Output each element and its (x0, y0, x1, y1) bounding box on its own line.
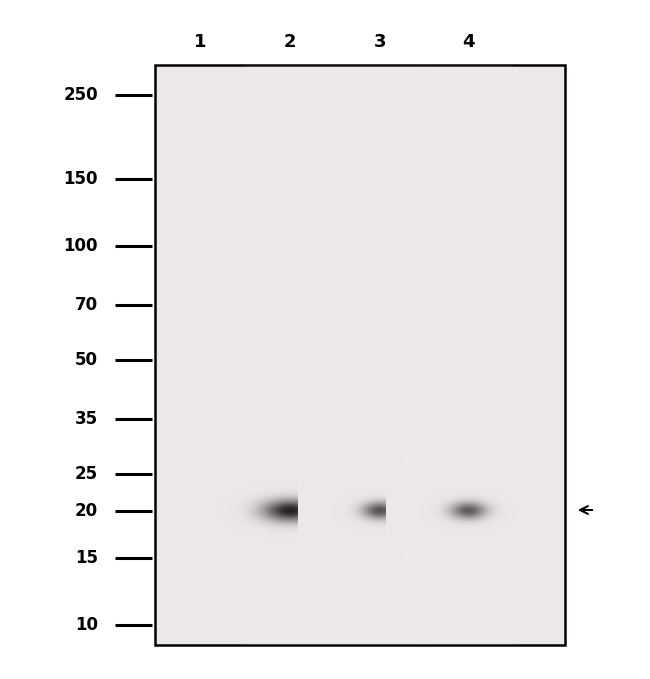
Bar (245, 65, 335, 645)
Text: 25: 25 (75, 465, 98, 483)
Text: 50: 50 (75, 351, 98, 369)
Text: 250: 250 (64, 86, 98, 104)
Text: 3: 3 (374, 33, 386, 51)
Text: 2: 2 (284, 33, 296, 51)
Bar (423, 65, 513, 645)
Text: 1: 1 (194, 33, 206, 51)
Text: 150: 150 (64, 170, 98, 188)
Text: 15: 15 (75, 549, 98, 567)
Text: 4: 4 (462, 33, 474, 51)
Bar (155, 65, 565, 645)
Text: 35: 35 (75, 409, 98, 428)
Text: 10: 10 (75, 616, 98, 634)
Bar (335, 65, 425, 645)
Text: 100: 100 (64, 237, 98, 255)
Text: 20: 20 (75, 502, 98, 520)
Text: 70: 70 (75, 295, 98, 314)
